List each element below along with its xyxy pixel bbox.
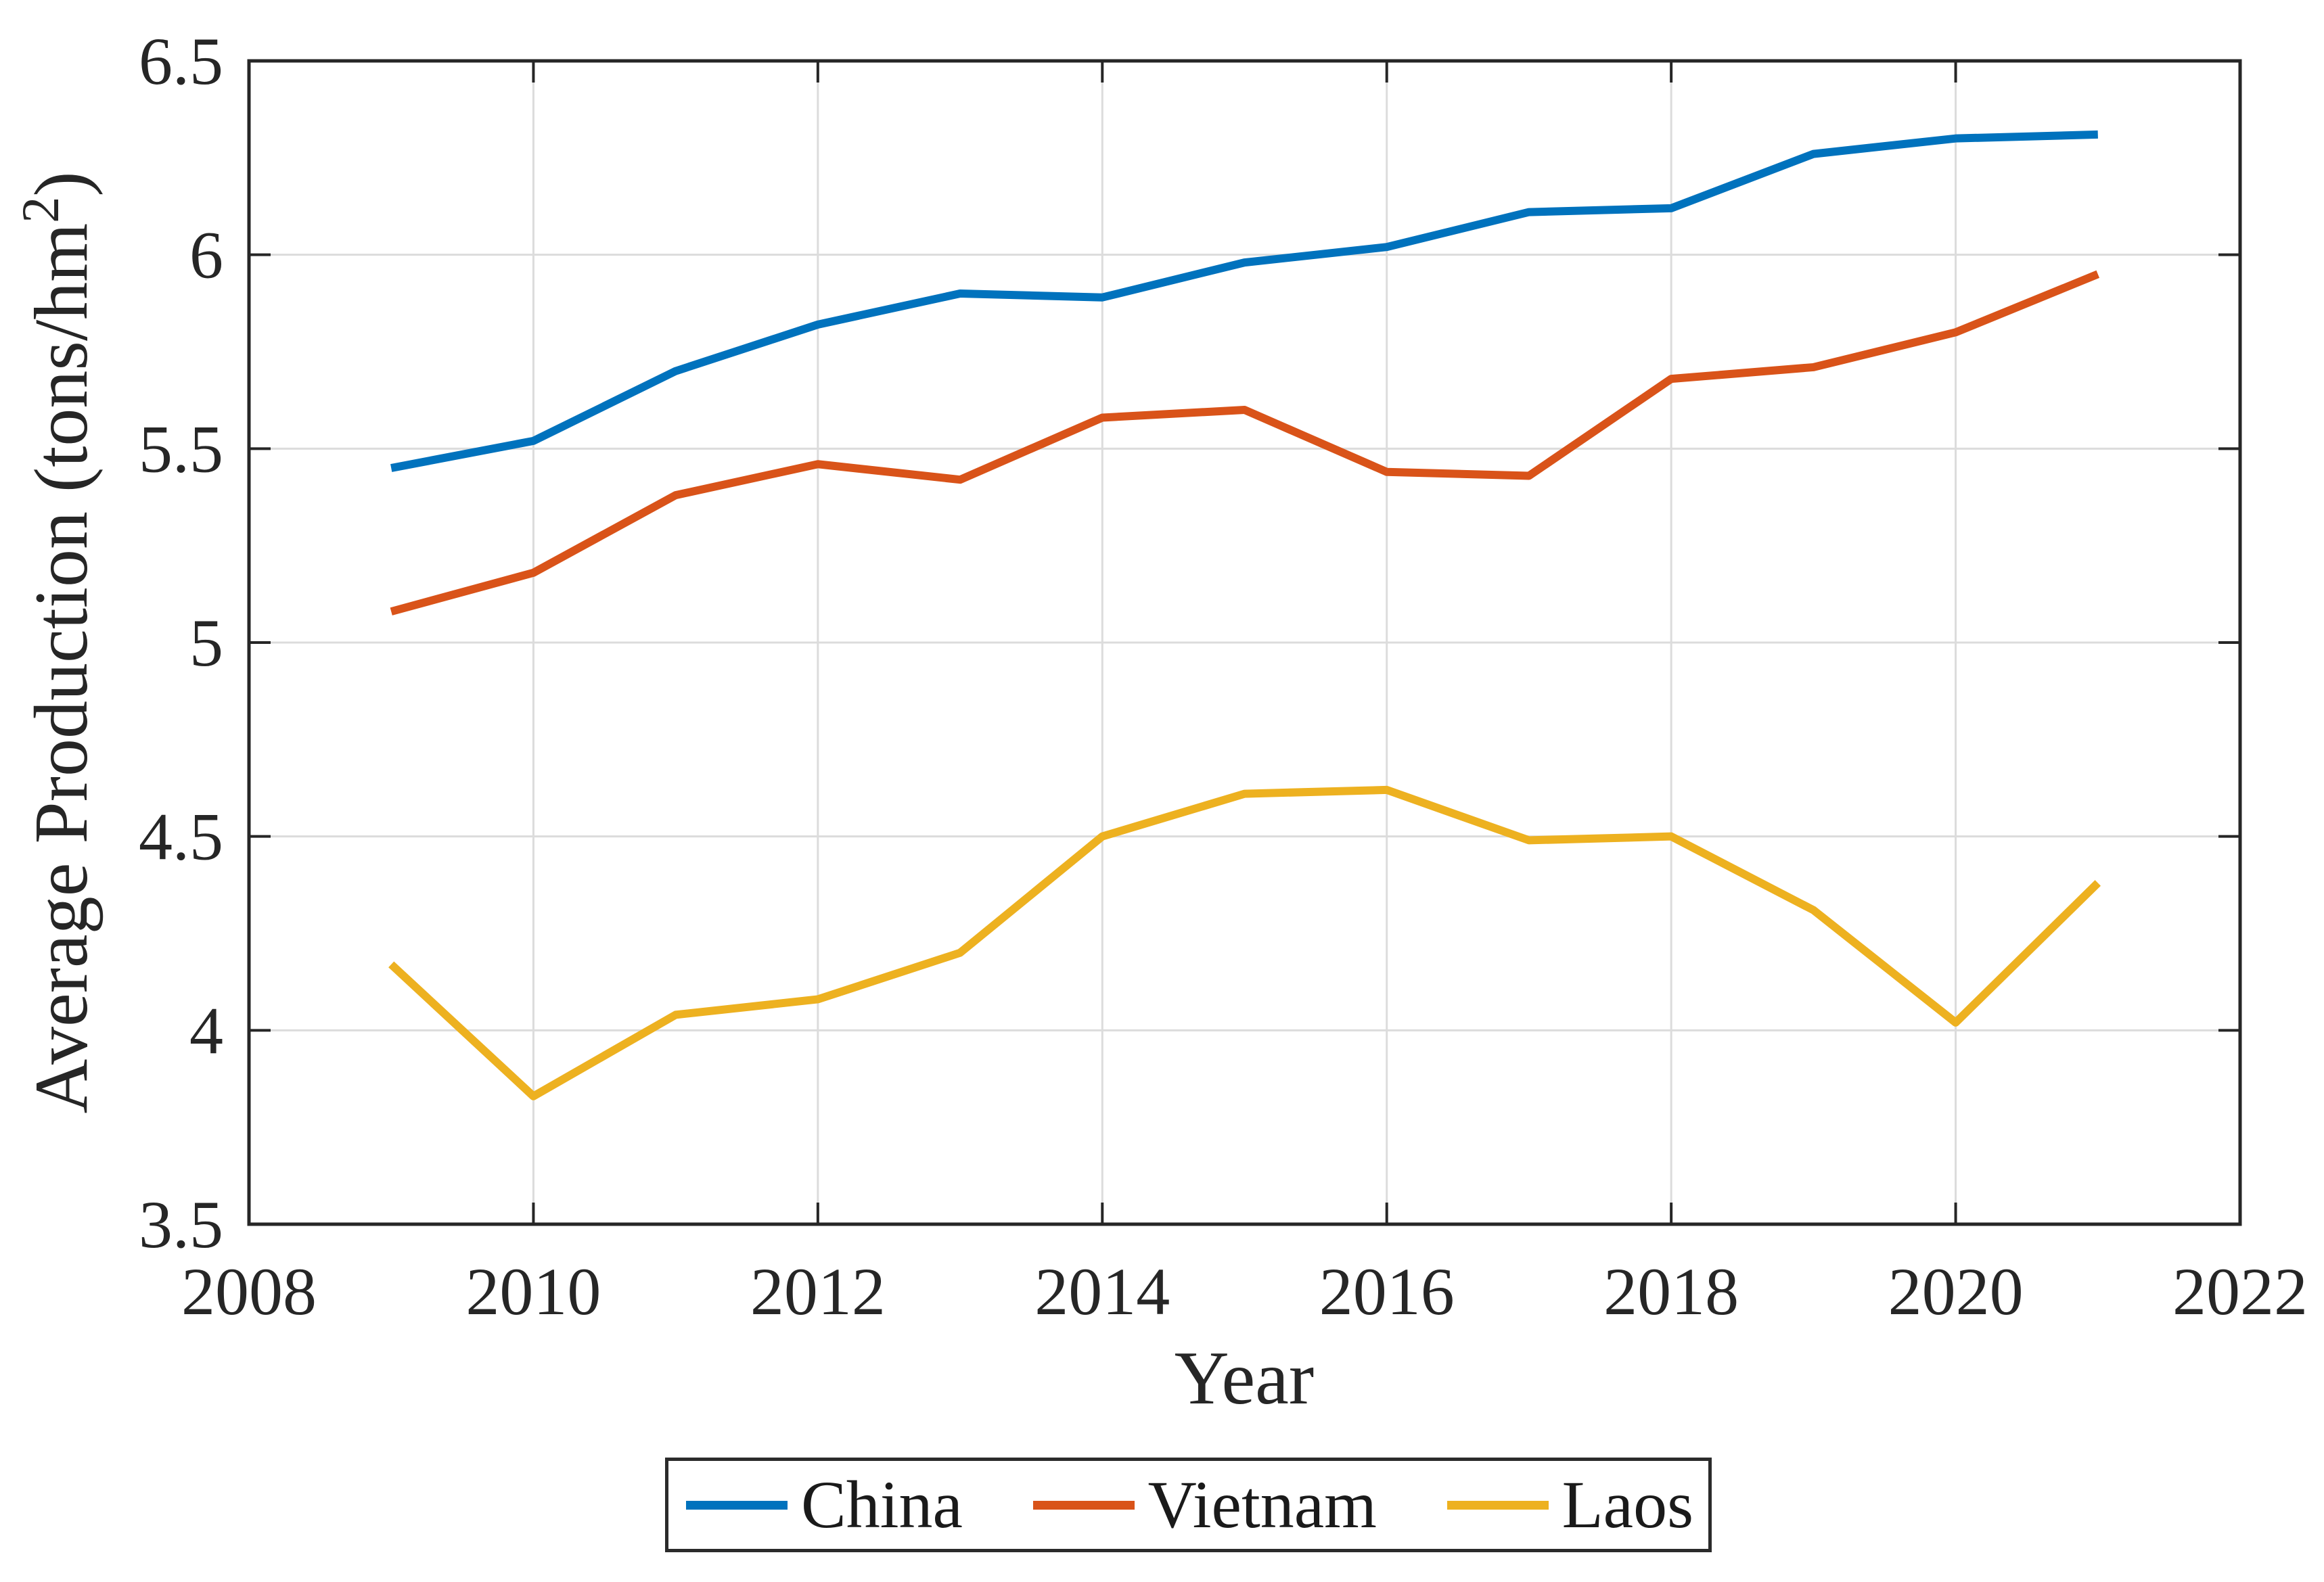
legend-label-laos: Laos [1562,1467,1693,1542]
legend-label-vietnam: Vietnam [1147,1467,1377,1542]
y-axis-title: Average Production (tons/hm2) [11,171,104,1113]
laos-line [388,785,2101,1100]
y-tick-label: 3.5 [139,1187,223,1262]
x-tick-label: 2008 [181,1254,317,1329]
x-tick-label: 2018 [1603,1254,1739,1329]
y-tick-label: 6.5 [139,24,223,99]
china-line [390,130,2098,472]
x-axis-title: Year [1175,1336,1314,1420]
y-tick-labels: 3.5 4 4.5 5 5.5 6 6.5 [139,24,223,1262]
china-line-swatch [686,1500,788,1510]
x-tick-label: 2014 [1034,1254,1170,1329]
y-axis-title-text: Average Production (tons/hm [20,223,104,1114]
vietnam-line-swatch [1032,1500,1135,1510]
legend-item-vietnam[interactable]: Vietnam [1032,1467,1377,1542]
legend: China Vietnam Laos [665,1458,1712,1552]
y-tick-label: 5 [189,605,223,680]
x-tick-labels: 2008 2010 2012 2014 2016 2018 2020 2022 [181,1254,2308,1329]
data-series [388,130,2101,1100]
gridlines [249,61,2240,1224]
laos-line-swatch [1446,1500,1549,1510]
x-tick-label: 2022 [2172,1254,2308,1329]
y-axis-title-close-paren: ) [20,171,104,196]
vietnam-line [390,270,2100,615]
x-tick-label: 2010 [465,1254,601,1329]
y-tick-label: 6 [189,218,223,293]
y-tick-label: 4 [189,993,223,1068]
y-tick-label: 4.5 [139,799,223,875]
x-tick-label: 2012 [750,1254,886,1329]
legend-item-laos[interactable]: Laos [1446,1467,1693,1542]
legend-item-china[interactable]: China [686,1471,963,1539]
y-tick-label: 5.5 [139,411,223,486]
x-tick-label: 2016 [1319,1254,1455,1329]
plot-border [247,59,2242,1226]
legend-label-china: China [801,1467,963,1542]
y-axis-title-superscript: 2 [11,197,70,223]
x-tick-label: 2020 [1888,1254,2024,1329]
